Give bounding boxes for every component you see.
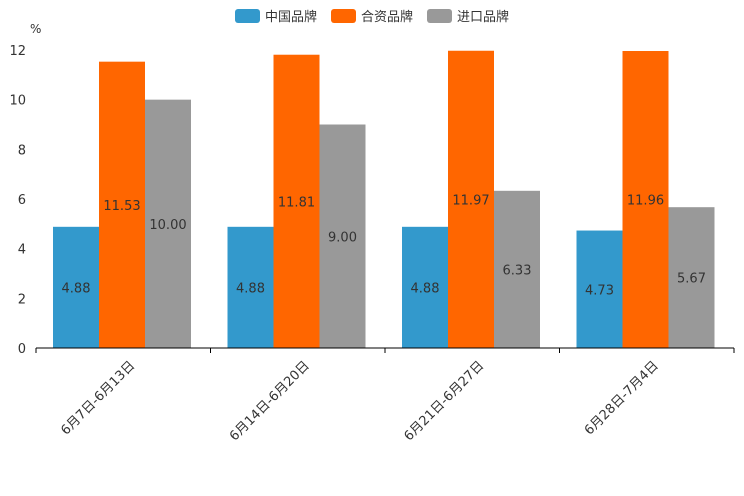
bar-data-label: 4.88 — [411, 281, 440, 296]
bar-data-label: 6.33 — [503, 263, 532, 278]
bar-data-label: 5.67 — [677, 272, 706, 287]
bar-data-label: 11.96 — [627, 193, 664, 208]
legend-label-jv-brand: 合资品牌 — [360, 10, 413, 25]
bar — [494, 190, 540, 348]
bar-data-label: 9.00 — [328, 230, 357, 245]
bar — [145, 99, 191, 349]
bar — [53, 226, 99, 348]
bar-data-label: 4.88 — [236, 281, 265, 296]
bar — [576, 230, 623, 348]
y-tick-label: 12 — [9, 44, 26, 59]
bar-data-label: 11.97 — [452, 193, 489, 208]
legend-swatch-china-brand — [234, 8, 260, 23]
bar — [273, 54, 320, 349]
x-category-label: 6月21日-6月27日 — [402, 358, 488, 444]
y-tick-label: 8 — [18, 143, 26, 158]
legend-label-china-brand: 中国品牌 — [264, 10, 317, 25]
x-category-label: 6月28日-7月4日 — [582, 358, 662, 438]
x-category-label: 6月7日-6月13日 — [58, 358, 138, 438]
y-tick-label: 6 — [18, 193, 26, 208]
legend-label-import-brand: 进口品牌 — [457, 10, 510, 25]
y-tick-label: 10 — [9, 94, 26, 109]
bar-data-label: 4.73 — [585, 283, 614, 298]
legend-item-import-brand[interactable]: 进口品牌 — [427, 6, 509, 25]
y-tick-label: 0 — [18, 342, 26, 357]
chart-legend: 中国品牌 合资品牌 进口品牌 — [0, 6, 744, 25]
bar-data-label: 11.81 — [278, 195, 315, 210]
bar — [402, 226, 448, 348]
x-category-label: 6月14日-6月20日 — [227, 358, 313, 444]
legend-swatch-jv-brand — [330, 8, 356, 23]
bar — [622, 50, 669, 348]
bar — [448, 50, 494, 349]
bar — [227, 226, 274, 348]
bar-data-label: 10.00 — [149, 218, 186, 233]
bar-data-label: 4.88 — [62, 281, 91, 296]
y-tick-label: 2 — [18, 292, 26, 307]
bar — [99, 61, 145, 349]
bar-data-label: 11.53 — [103, 199, 140, 214]
bar — [668, 207, 715, 348]
legend-swatch-import-brand — [427, 8, 452, 23]
y-tick-label: 4 — [18, 243, 26, 258]
bar — [319, 124, 366, 348]
y-axis-unit: % — [30, 22, 42, 36]
legend-item-china-brand[interactable]: 中国品牌 — [234, 6, 317, 25]
legend-item-jv-brand[interactable]: 合资品牌 — [330, 6, 413, 25]
